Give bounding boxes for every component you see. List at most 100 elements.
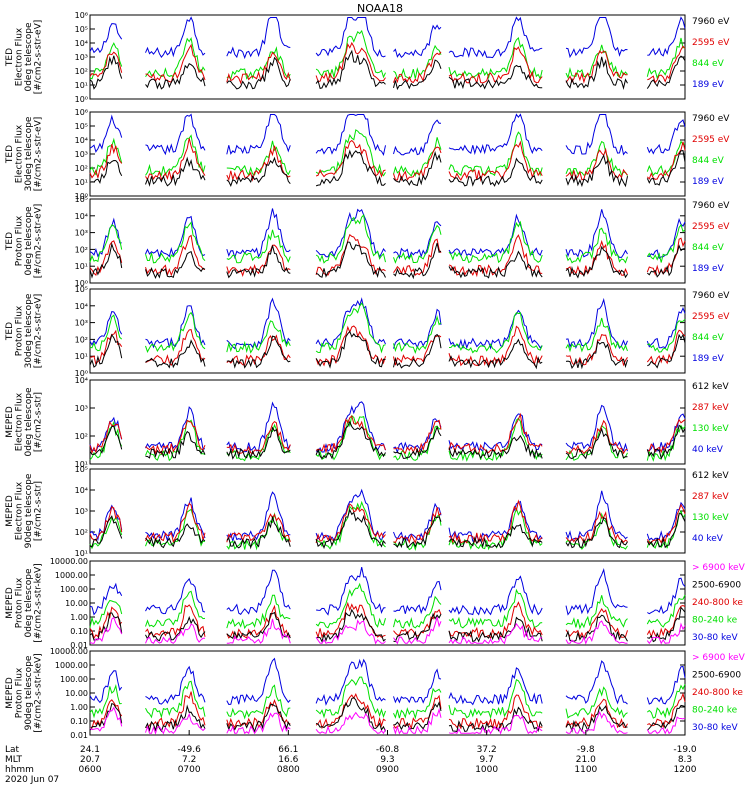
series-line-green xyxy=(646,424,686,462)
series-line-blue xyxy=(393,580,442,615)
series-line-magenta xyxy=(646,716,686,735)
legend-entry: 7960 eV xyxy=(692,291,730,301)
series-line-red xyxy=(448,601,543,640)
series-line-magenta xyxy=(448,714,543,735)
y-tick-label: 0.10 xyxy=(70,627,88,636)
legend-entry: 130 keV xyxy=(692,424,729,434)
series-line-green xyxy=(393,44,442,80)
series-line-black xyxy=(565,614,628,642)
series-line-blue xyxy=(565,17,628,59)
series-line-blue xyxy=(448,213,543,258)
x-tick-label-hhmm: 0800 xyxy=(277,765,300,775)
series-line-black xyxy=(646,513,686,549)
legend-entry: 2500-6900 xyxy=(692,581,741,591)
series-line-green xyxy=(145,680,206,719)
series-line-black xyxy=(145,704,206,733)
series-line-blue xyxy=(145,113,206,156)
series-line-red xyxy=(89,143,123,179)
series-line-black xyxy=(89,515,123,548)
y-tick-label: 10⁴ xyxy=(75,212,88,221)
series-line-red xyxy=(393,694,442,730)
y-axis-label-line: MEPED xyxy=(5,587,15,619)
y-tick-label: 10⁴ xyxy=(75,302,88,311)
series-line-red xyxy=(393,506,442,545)
series-line-green xyxy=(393,595,442,629)
series-red xyxy=(89,41,686,85)
y-tick-label: 1.00 xyxy=(70,613,88,622)
series-line-blue xyxy=(448,575,543,616)
series-line-black xyxy=(89,242,123,279)
series-line-red xyxy=(448,234,543,278)
series-line-red xyxy=(226,513,291,543)
legend-entry: 2595 eV xyxy=(692,312,730,322)
series-line-red xyxy=(393,146,442,182)
series-line-red xyxy=(315,692,386,730)
series-line-blue xyxy=(89,311,123,346)
series-line-red xyxy=(565,698,628,729)
series-line-black xyxy=(145,251,206,279)
series-line-green xyxy=(89,516,123,550)
series-line-black xyxy=(448,157,543,187)
y-tick-label: 1000.00 xyxy=(55,571,88,580)
series-line-blue xyxy=(315,17,386,58)
y-tick-label: 10⁴ xyxy=(75,486,88,495)
series-line-black xyxy=(393,242,442,280)
y-tick-label: 10⁰ xyxy=(75,369,88,378)
series-line-green xyxy=(315,302,386,354)
series-line-blue xyxy=(89,23,123,54)
series-line-black xyxy=(315,149,386,187)
series-line-magenta xyxy=(646,622,686,645)
y-tick-label: 10² xyxy=(75,528,88,537)
series-line-red xyxy=(646,503,686,544)
series-line-black xyxy=(393,150,442,187)
series-line-black xyxy=(145,156,206,187)
y-tick-label: 10⁶ xyxy=(75,11,88,20)
series-line-black xyxy=(315,420,386,460)
panel-frame xyxy=(89,560,686,646)
legend-entry: 30-80 keV xyxy=(692,723,738,733)
series-line-black xyxy=(647,333,686,369)
series-line-black xyxy=(393,425,442,459)
series-line-blue xyxy=(646,665,686,705)
series-line-red xyxy=(315,325,386,367)
legend-entry: 7960 eV xyxy=(692,17,730,27)
y-tick-label: 10000.00 xyxy=(50,647,88,656)
series-line-magenta xyxy=(315,711,386,735)
series-line-green xyxy=(315,582,386,629)
series-line-green xyxy=(89,684,122,719)
panel-8: 0.01 0.10 1.00 10.00 100.00 1000.00 10000.00 ME… xyxy=(5,647,746,740)
series-line-blue xyxy=(565,568,628,616)
series-line-red xyxy=(145,419,206,455)
series-line-green xyxy=(226,594,291,630)
y-axis-label-line: TED xyxy=(5,232,15,251)
legend-entry: 130 keV xyxy=(692,513,729,523)
series-line-blue xyxy=(647,16,686,57)
series-line-green xyxy=(226,320,291,354)
y-tick-label: 10⁴ xyxy=(75,39,88,48)
panel-3: 10⁰ 10¹ 10² 10³ 10⁴ 10⁵ TED Proton Flux 0deg tel… xyxy=(5,195,730,288)
series-line-black xyxy=(646,424,686,460)
legend-entry: 612 keV xyxy=(692,471,729,481)
y-axis-label-line: [#/cm2-s-str] xyxy=(34,392,44,452)
y-tick-label: 10² xyxy=(75,335,88,344)
y-tick-label: 10¹ xyxy=(75,352,88,361)
x-tick-label-lat: -19.0 xyxy=(673,745,697,755)
series-line-red xyxy=(145,691,206,729)
legend-entry: 844 eV xyxy=(692,156,725,166)
y-tick-label: 10¹ xyxy=(75,262,88,271)
series-line-green xyxy=(646,223,686,263)
series-line-magenta xyxy=(145,623,206,644)
series-line-red xyxy=(226,334,291,366)
x-tick-label-lat: -9.8 xyxy=(577,745,595,755)
legend-entry: 844 eV xyxy=(692,243,725,253)
series-line-black xyxy=(89,425,123,455)
series-line-green xyxy=(315,214,386,264)
series-line-blue xyxy=(226,657,291,706)
series-line-green xyxy=(565,317,628,353)
x-tick-label-hhmm: 0600 xyxy=(79,765,102,775)
series-line-blue xyxy=(316,566,386,616)
y-axis-label-line: MEPED xyxy=(5,406,15,438)
series-line-black xyxy=(646,704,686,731)
